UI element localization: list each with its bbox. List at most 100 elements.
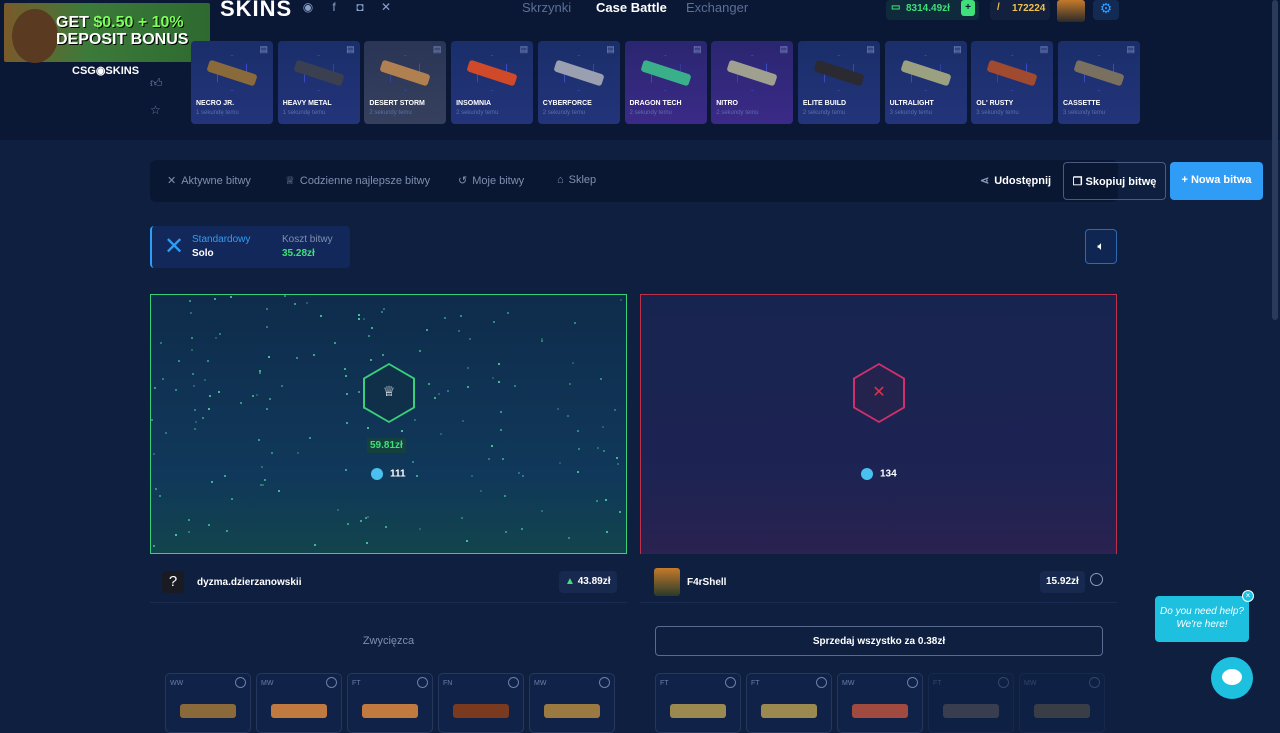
copy-battle-button[interactable]: ❐ Skopiuj bitwę: [1063, 162, 1166, 200]
item-slot[interactable]: FT: [928, 673, 1014, 733]
item-slot[interactable]: MW: [837, 673, 923, 733]
particle: [506, 312, 509, 314]
wallet-icon: ▭: [891, 2, 901, 13]
winner-label: Zwycięzca: [362, 635, 415, 647]
user-avatar[interactable]: [1057, 0, 1085, 22]
tickets: 111: [371, 468, 406, 480]
won-amount: 59.81zł: [367, 438, 406, 453]
particle: [521, 528, 524, 531]
particle: [207, 408, 210, 411]
unknown-avatar: ?: [162, 571, 184, 593]
particle: [191, 348, 194, 351]
case-card[interactable]: ▤ DRAGON TECH 2 sekundy temu: [624, 41, 707, 124]
case-time: 2 sekundy temu: [629, 110, 672, 116]
case-card[interactable]: ▤ CASSETTE 3 sekundy temu: [1058, 41, 1140, 124]
nav-case-battle[interactable]: Case Battle: [596, 0, 667, 15]
item-slot[interactable]: FN: [438, 673, 524, 733]
particle: [357, 391, 360, 394]
tab-daily-best[interactable]: ♕ Codzienne najlepsze bitwy: [285, 175, 431, 187]
chat-button[interactable]: [1211, 657, 1253, 699]
player-name[interactable]: dyzma.dzierzanowskii: [197, 577, 302, 588]
item-condition: FN: [443, 680, 453, 687]
particle: [368, 334, 371, 337]
facebook-icon[interactable]: f: [332, 0, 336, 14]
particle: [572, 362, 575, 365]
case-card[interactable]: ▤ INSOMNIA 2 sekundy temu: [451, 41, 534, 124]
item-slot[interactable]: FT: [347, 673, 433, 733]
promo-amount: $0.50 + 10%: [93, 14, 184, 31]
deposit-button[interactable]: +: [961, 0, 975, 16]
particle: [271, 451, 274, 454]
new-battle-button[interactable]: + Nowa bitwa: [1170, 162, 1263, 200]
nav-skrzynki[interactable]: Skrzynki: [522, 0, 572, 15]
item-condition: MW: [1024, 680, 1037, 687]
nav-exchanger[interactable]: Exchanger: [686, 0, 749, 15]
thumbs-up-icon[interactable]: 👍︎: [150, 76, 163, 90]
particle: [345, 392, 348, 395]
case-card[interactable]: ▤ CYBERFORCE 2 sekundy temu: [537, 41, 620, 124]
case-card[interactable]: ▤ HEAVY METAL 1 sekundę temu: [277, 41, 360, 124]
item-image: [453, 704, 509, 718]
case-icon: ▤: [866, 44, 875, 54]
tab-active-battles[interactable]: ✕ Aktywne bitwy: [167, 175, 251, 187]
close-icon[interactable]: ×: [1242, 590, 1254, 602]
case-name: ELITE BUILD: [802, 100, 847, 107]
particle: [567, 536, 570, 539]
logo[interactable]: SKINS: [220, 0, 293, 21]
item-slot[interactable]: MW: [1019, 673, 1105, 733]
item-image: [943, 704, 999, 718]
particle: [207, 524, 210, 527]
item-image: [362, 704, 418, 718]
check-icon: [907, 677, 918, 688]
particle: [260, 483, 263, 486]
star-icon[interactable]: ☆: [150, 103, 161, 117]
particle: [175, 389, 178, 392]
promo-banner[interactable]: GET $0.50 + 10% DEPOSIT BONUS CSG◉SKINS: [0, 0, 212, 82]
case-card[interactable]: ▤ DESERT STORM 2 sekundy temu: [364, 41, 447, 124]
tab-shop[interactable]: ⌂ Sklep: [557, 174, 597, 186]
case-name: INSOMNIA: [456, 100, 492, 107]
case-card[interactable]: ▤ NITRO 2 sekundy temu: [711, 41, 794, 124]
discord-icon[interactable]: ◉: [302, 0, 314, 14]
particle: [487, 457, 490, 460]
item-slot[interactable]: WW: [165, 673, 251, 733]
check-icon: [599, 677, 610, 688]
item-image: [852, 704, 908, 718]
share-button[interactable]: ⋖ Udostępnij: [980, 175, 1052, 187]
particle: [498, 381, 501, 384]
particle: [411, 461, 414, 464]
help-bubble[interactable]: Do you need help? We're here!: [1155, 596, 1249, 642]
case-card[interactable]: ▤ ULTRALIGHT 3 sekundy temu: [884, 41, 967, 124]
case-card[interactable]: ▤ OL' RUSTY 3 sekundy temu: [971, 41, 1054, 124]
sell-all-button[interactable]: Sprzedaj wszystko za 0.38zł: [655, 626, 1103, 656]
particle: [164, 431, 167, 434]
particle: [447, 389, 450, 392]
particle: [344, 468, 347, 471]
particle: [497, 363, 500, 365]
item-slot[interactable]: MW: [529, 673, 615, 733]
particle: [414, 419, 417, 422]
sound-toggle[interactable]: 🔈︎: [1085, 229, 1117, 264]
x-icon[interactable]: ✕: [380, 0, 392, 14]
scrollbar[interactable]: [1272, 0, 1278, 320]
player-name[interactable]: F4rShell: [687, 577, 727, 588]
loser-badge: ✕: [853, 363, 905, 423]
tab-my-battles[interactable]: ↺ Moje bitwy: [458, 175, 525, 187]
check-icon: [417, 677, 428, 688]
item-slot[interactable]: MW: [256, 673, 342, 733]
coins[interactable]: / 172224: [990, 0, 1050, 20]
instagram-icon[interactable]: ◘: [356, 0, 364, 14]
particle: [605, 498, 607, 501]
case-card[interactable]: ▤ ELITE BUILD 2 sekundy temu: [797, 41, 880, 124]
balance[interactable]: ▭ 8314.49zł +: [886, 0, 979, 20]
particle: [194, 409, 196, 412]
emoji-icon[interactable]: [1090, 573, 1103, 586]
particle: [466, 366, 469, 369]
gear-icon[interactable]: ⚙: [1093, 0, 1119, 20]
item-slot[interactable]: FT: [655, 673, 741, 733]
case-card[interactable]: ▤ NECRO JR. 1 sekundę temu: [191, 41, 273, 124]
particle: [206, 359, 209, 362]
particle: [154, 386, 157, 389]
item-image: [761, 704, 817, 718]
item-slot[interactable]: FT: [746, 673, 832, 733]
